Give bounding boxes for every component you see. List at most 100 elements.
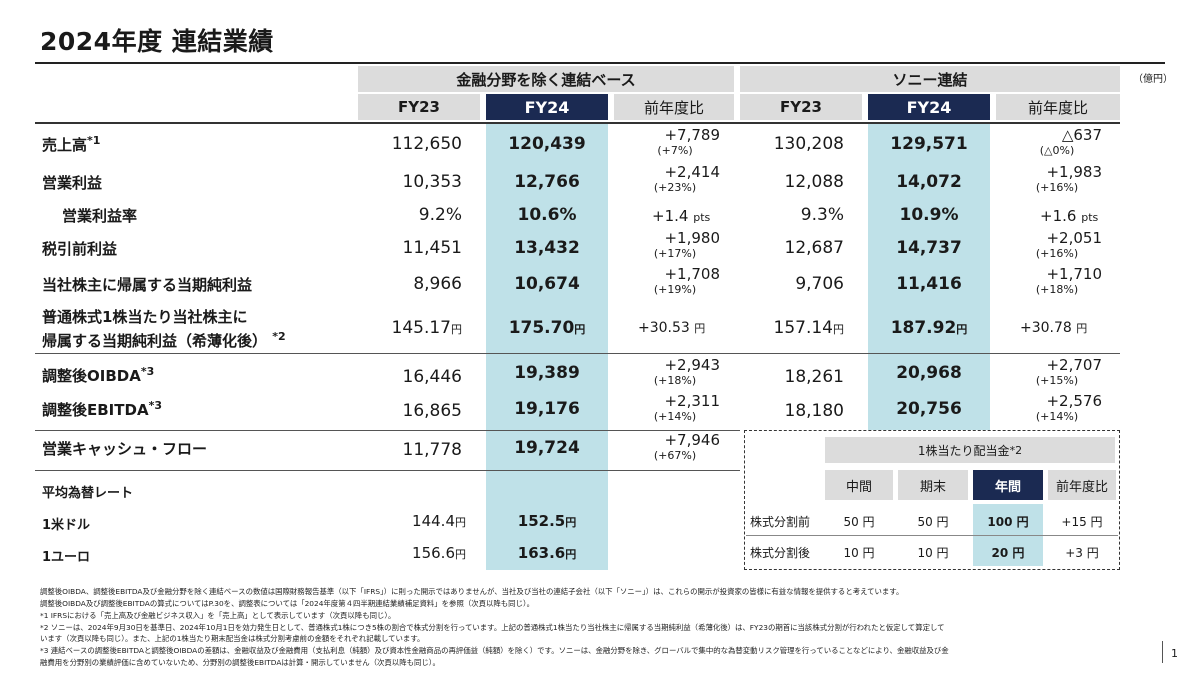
header-ex-financial: 金融分野を除く連結ベース [358,66,734,92]
dividend-row1-label: 株式分割前 [750,515,811,529]
eps-fy23-a: 145.17円 [391,318,462,338]
unit-label: （億円） [1133,74,1173,85]
dividend-row1-interim: 50 円 [843,515,875,529]
footnote-7: 融費用を分野別の業績評価に含めていないため、分野別の調整後EBITDAは計算・開… [40,658,440,667]
oi-fy24-b: 14,072 [896,172,962,192]
label-sales: 売上高*1 [42,134,101,154]
dividend-row-rule [746,535,1118,536]
fx-usd-label: 1米ドル [42,518,91,533]
oibda-fy24-b: 20,968 [896,363,962,383]
oi-fy23-b: 12,088 [784,172,844,192]
page-number-bar [1162,641,1163,663]
oi-yoy-a: +2,414 (+23%) [653,163,720,195]
dividend-row2-interim: 10 円 [843,546,875,560]
fx-fy24-highlight [486,470,608,570]
fy24-a-highlight [486,124,608,470]
ni-yoy-a: +1,708 (+19%) [653,265,720,297]
dividend-title: 1株当たり配当金 *2 [825,437,1115,463]
dividend-box [744,430,1120,570]
dividend-row1-annual: 100 円 [987,515,1029,529]
page-title: 2024年度 連結業績 [40,27,274,56]
label-adjusted-ebitda: 調整後EBITDA*3 [42,399,162,419]
oi-yoy-b: +1,983 (+16%) [1035,163,1102,195]
ebitda-fy23-a: 16,865 [402,401,462,421]
label-net-income: 当社株主に帰属する当期純利益 [42,276,253,294]
header-sony-consolidated: ソニー連結 [740,66,1120,92]
page-number: 1 [1171,647,1178,660]
dividend-col-annual: 年間 [973,470,1043,500]
sales-fy23-a: 112,650 [391,134,462,154]
om-yoy-b: +1.6 pts [1040,207,1099,225]
oi-fy23-a: 10,353 [402,172,462,192]
header-fy24-a: FY24 [486,94,608,120]
ocf-fy23-a: 11,778 [402,440,462,460]
oibda-fy23-b: 18,261 [784,367,844,387]
dividend-col-interim: 中間 [825,470,893,500]
fx-usd-fy23: 144.4円 [412,512,466,530]
ebitda-yoy-a: +2,311 (+14%) [653,392,720,424]
dividend-col-yearend: 期末 [898,470,968,500]
oibda-fy23-a: 16,446 [402,367,462,387]
ni-fy24-a: 10,674 [514,274,580,294]
pti-yoy-b: +2,051 (+16%) [1035,229,1102,261]
rule-before-cf [35,430,740,431]
oibda-yoy-a: +2,943 (+18%) [653,356,720,388]
footnote-3: *1 IFRSにおける「売上高及び金融ビジネス収入」を「売上高」として表示してい… [40,611,396,620]
dividend-row1-yearend: 50 円 [917,515,949,529]
title-divider [35,62,1165,64]
ebitda-fy23-b: 18,180 [784,401,844,421]
footnote-2: 調整後OIBDA及び調整後EBITDAの算式についてはP.30を、調整表について… [40,599,535,608]
ocf-yoy-a: +7,946 (+67%) [653,431,720,463]
ni-fy23-a: 8,966 [413,274,462,294]
sales-yoy-b: △637 (△0%) [1039,126,1102,158]
fx-eur-fy23: 156.6円 [412,544,466,562]
fy24-b-highlight [868,124,990,430]
oibda-yoy-b: +2,707 (+15%) [1035,356,1102,388]
fx-usd-fy24: 152.5円 [517,512,577,530]
dividend-row2-yoy: +3 円 [1065,546,1099,560]
ni-yoy-b: +1,710 (+18%) [1035,265,1102,297]
eps-fy24-a: 175.70円 [508,318,586,338]
om-fy24-a: 10.6% [517,205,577,225]
label-operating-cash-flow: 営業キャッシュ・フロー [42,440,208,458]
ebitda-yoy-b: +2,576 (+14%) [1035,392,1102,424]
label-operating-income: 営業利益 [42,174,103,192]
header-fy24-b: FY24 [868,94,990,120]
dividend-row2-label: 株式分割後 [750,546,811,560]
footnote-6: *3 連結ベースの調整後EBITDAと調整後OIBDAの差額は、金融収益及び金融… [40,646,949,655]
om-yoy-a: +1.4 pts [652,207,711,225]
footnote-5: います（次頁以降も同じ）。また、上記の1株当たり期末配当金は株式分割考慮前の金額… [40,634,425,643]
sales-fy23-b: 130,208 [773,134,844,154]
table-top-rule [35,122,1120,124]
sales-fy24-a: 120,439 [508,134,586,154]
oi-fy24-a: 12,766 [514,172,580,192]
dividend-row2-annual: 20 円 [991,546,1025,560]
label-pretax-income: 税引前利益 [42,240,118,258]
pti-fy24-a: 13,432 [514,238,580,258]
sales-fy24-b: 129,571 [890,134,968,154]
header-yoy-b: 前年度比 [996,94,1120,120]
header-fy23-a: FY23 [358,94,480,120]
label-operating-margin: 営業利益率 [62,207,138,225]
oibda-fy24-a: 19,389 [514,363,580,383]
om-fy23-b: 9.3% [800,205,844,225]
ebitda-fy24-b: 20,756 [896,399,962,419]
dividend-row1-yoy: +15 円 [1061,515,1103,529]
dividend-col-yoy: 前年度比 [1048,470,1116,500]
fx-title: 平均為替レート [42,486,134,501]
footnote-1: 調整後OIBDA、調整後EBITDA及び金融分野を除く連結ベースの数値は国際財務… [40,587,904,596]
rule-before-fx [35,470,740,471]
footnote-4: *2 ソニーは、2024年9月30日を基準日、2024年10月1日を効力発生日と… [40,623,945,632]
eps-yoy-b: +30.78 円 [1020,320,1088,336]
header-yoy-a: 前年度比 [614,94,734,120]
eps-fy23-b: 157.14円 [773,318,844,338]
label-eps: 普通株式1株当たり当社株主に 帰属する当期純利益（希薄化後） *2 [42,308,286,350]
fx-eur-label: 1ユーロ [42,550,91,565]
pti-fy23-a: 11,451 [402,238,462,258]
fx-eur-fy24: 163.6円 [517,544,577,562]
header-fy23-b: FY23 [740,94,862,120]
om-fy24-b: 10.9% [899,205,959,225]
pti-fy23-b: 12,687 [784,238,844,258]
ni-fy23-b: 9,706 [795,274,844,294]
pti-yoy-a: +1,980 (+17%) [653,229,720,261]
